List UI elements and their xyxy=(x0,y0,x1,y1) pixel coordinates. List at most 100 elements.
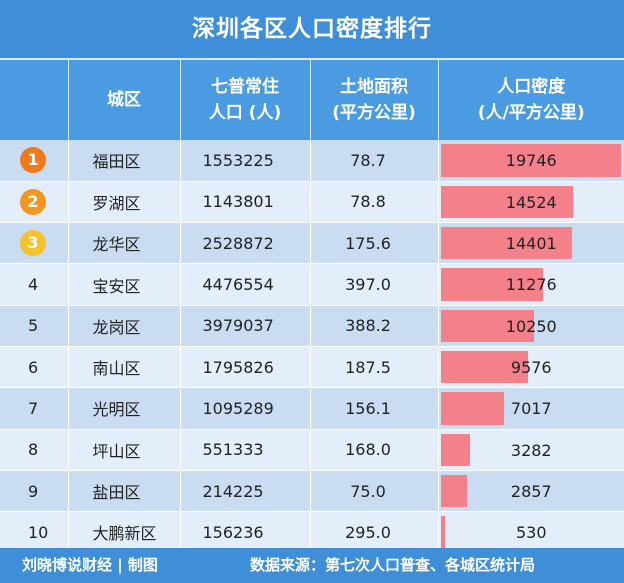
density-value: 14401 xyxy=(505,234,557,254)
district-cell: 罗湖区 xyxy=(68,181,181,224)
table-row: 3 龙华区 2528872 175.6 14401 xyxy=(0,222,624,265)
district-cell: 福田区 xyxy=(68,140,181,182)
rank-cell: 9 xyxy=(0,470,69,513)
density-value: 11276 xyxy=(505,275,557,295)
density-bar xyxy=(440,144,621,177)
density-value: 2857 xyxy=(510,481,552,501)
rank-cell: 4 xyxy=(0,263,69,306)
density-table: 城区 七普常住 人口 (人) 土地面积 (平方公里) 人口密度 (人/平方公里)… xyxy=(0,60,624,554)
density-bar xyxy=(440,516,446,549)
density-value: 19746 xyxy=(505,151,557,170)
rank-cell: 1 xyxy=(0,140,69,182)
area-cell: 75.0 xyxy=(310,470,439,513)
district-cell: 盐田区 xyxy=(68,470,181,513)
density-bar xyxy=(440,474,467,508)
density-cell: 530 xyxy=(438,511,624,554)
population-cell: 1795826 xyxy=(180,346,311,389)
density-bar xyxy=(440,268,544,301)
district-cell: 宝安区 xyxy=(68,263,181,306)
density-cell: 7017 xyxy=(438,387,624,430)
density-value: 530 xyxy=(515,523,547,543)
population-cell: 214225 xyxy=(180,470,311,513)
density-cell: 19746 xyxy=(438,140,624,182)
rank-medal-icon: 3 xyxy=(20,230,46,257)
density-value: 10250 xyxy=(505,316,557,336)
population-cell: 156236 xyxy=(180,511,311,554)
density-cell: 11276 xyxy=(438,263,624,306)
density-value: 14524 xyxy=(505,192,557,212)
footer-credit: 刘晓博说财经 | 制图 xyxy=(22,556,158,574)
population-cell: 1143801 xyxy=(180,181,311,224)
footer-source: 数据来源：第七次人口普查、各城区统计局 xyxy=(250,556,536,574)
rank-cell: 8 xyxy=(0,429,69,471)
rank-cell: 6 xyxy=(0,346,69,389)
district-cell: 龙岗区 xyxy=(68,305,181,347)
density-bar xyxy=(440,227,572,260)
table-row: 10 大鹏新区 156236 295.0 530 xyxy=(0,511,624,554)
area-cell: 397.0 xyxy=(310,263,439,306)
population-cell: 1553225 xyxy=(180,140,311,182)
area-cell: 78.8 xyxy=(310,181,439,224)
table-row: 8 坪山区 551333 168.0 3282 xyxy=(0,429,624,471)
header-row: 城区 七普常住 人口 (人) 土地面积 (平方公里) 人口密度 (人/平方公里) xyxy=(0,60,624,140)
district-cell: 南山区 xyxy=(68,346,181,389)
header-density: 人口密度 (人/平方公里) xyxy=(438,60,624,140)
table-title: 深圳各区人口密度排行 xyxy=(0,0,624,58)
rank-medal-icon: 2 xyxy=(20,188,46,215)
density-bar xyxy=(440,185,573,219)
density-value: 9576 xyxy=(510,357,552,377)
area-cell: 168.0 xyxy=(310,429,439,471)
population-cell: 3979037 xyxy=(180,305,311,347)
rank-number: 5 xyxy=(28,316,39,336)
table-row: 7 光明区 1095289 156.1 7017 xyxy=(0,387,624,430)
header-rank xyxy=(0,60,69,140)
district-cell: 龙华区 xyxy=(68,222,181,265)
header-population: 七普常住 人口 (人) xyxy=(180,60,311,140)
header-area: 土地面积 (平方公里) xyxy=(310,60,439,140)
rank-cell: 7 xyxy=(0,387,69,430)
density-bar xyxy=(440,433,471,466)
rank-number: 8 xyxy=(28,440,39,460)
rank-cell: 3 xyxy=(0,222,69,265)
area-cell: 156.1 xyxy=(310,387,439,430)
area-cell: 175.6 xyxy=(310,222,439,265)
density-bar xyxy=(440,392,505,425)
rank-cell: 5 xyxy=(0,305,69,347)
footer: 刘晓博说财经 | 制图 数据来源：第七次人口普查、各城区统计局 xyxy=(0,548,624,583)
rank-number: 9 xyxy=(28,481,39,501)
density-cell: 3282 xyxy=(438,429,624,471)
area-cell: 388.2 xyxy=(310,305,439,347)
rank-cell: 2 xyxy=(0,181,69,224)
density-bar xyxy=(440,309,534,342)
density-cell: 2857 xyxy=(438,470,624,513)
table-row: 5 龙岗区 3979037 388.2 10250 xyxy=(0,305,624,347)
rank-cell: 10 xyxy=(0,511,69,554)
table-row: 9 盐田区 214225 75.0 2857 xyxy=(0,470,624,513)
area-cell: 78.7 xyxy=(310,140,439,182)
district-cell: 光明区 xyxy=(68,387,181,430)
rank-number: 7 xyxy=(28,398,39,418)
density-value: 7017 xyxy=(510,399,552,419)
area-cell: 295.0 xyxy=(310,511,439,554)
density-cell: 9576 xyxy=(438,346,624,389)
table-row: 1 福田区 1553225 78.7 19746 xyxy=(0,140,624,182)
population-cell: 1095289 xyxy=(180,387,311,430)
rank-number: 6 xyxy=(28,357,39,377)
density-value: 3282 xyxy=(510,440,552,460)
table-row: 4 宝安区 4476554 397.0 11276 xyxy=(0,263,624,306)
table-row: 2 罗湖区 1143801 78.8 14524 xyxy=(0,181,624,224)
rank-number: 10 xyxy=(28,522,49,542)
density-cell: 14524 xyxy=(438,181,624,224)
district-cell: 坪山区 xyxy=(68,429,181,471)
area-cell: 187.5 xyxy=(310,346,439,389)
population-cell: 2528872 xyxy=(180,222,311,265)
density-cell: 14401 xyxy=(438,222,624,265)
population-cell: 551333 xyxy=(180,429,311,471)
table-row: 6 南山区 1795826 187.5 9576 xyxy=(0,346,624,389)
population-cell: 4476554 xyxy=(180,263,311,306)
header-district: 城区 xyxy=(68,60,181,140)
rank-number: 4 xyxy=(28,275,39,295)
density-bar xyxy=(440,350,528,384)
district-cell: 大鹏新区 xyxy=(68,511,181,554)
density-cell: 10250 xyxy=(438,305,624,347)
